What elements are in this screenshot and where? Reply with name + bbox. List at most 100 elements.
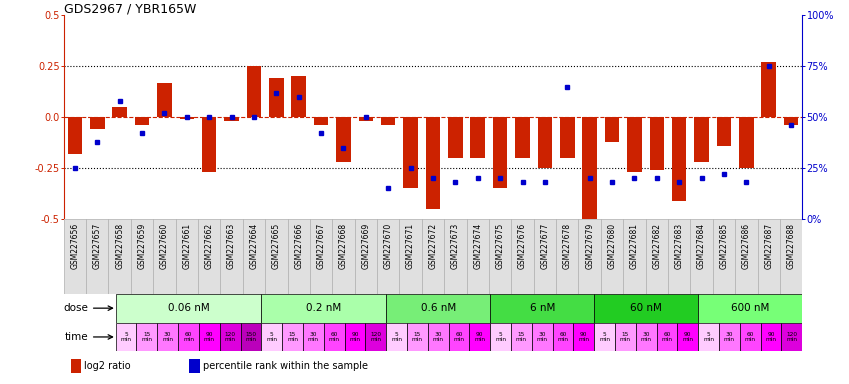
Bar [489,219,511,294]
Bar [656,323,678,351]
Bar [314,117,329,125]
Text: GSM227676: GSM227676 [518,223,527,269]
Text: 90
min: 90 min [766,332,777,342]
Text: 90
min: 90 min [475,332,486,342]
Bar [153,219,176,294]
Bar [220,323,240,351]
Bar [86,219,109,294]
Bar [578,219,601,294]
Bar [303,323,323,351]
Text: GSM227660: GSM227660 [160,223,169,269]
Text: 90
min: 90 min [350,332,361,342]
Text: percentile rank within the sample: percentile rank within the sample [203,361,368,371]
Text: 6 nM: 6 nM [530,303,555,313]
Text: GSM227663: GSM227663 [227,223,236,269]
Bar [336,117,351,162]
Text: 60
min: 60 min [558,332,569,342]
Bar [511,323,531,351]
Text: 120
min: 120 min [225,332,236,342]
Text: GSM227672: GSM227672 [429,223,437,269]
Bar [202,117,216,172]
Bar [261,323,282,351]
Bar [288,219,310,294]
Bar [355,219,377,294]
Bar [399,219,422,294]
Bar [739,323,761,351]
Text: GSM227685: GSM227685 [719,223,728,269]
Text: GSM227671: GSM227671 [406,223,415,269]
Text: 5
min: 5 min [267,332,278,342]
Text: 120
min: 120 min [786,332,797,342]
Text: GSM227666: GSM227666 [295,223,303,269]
Bar [761,323,781,351]
Bar [694,117,709,162]
Bar [649,117,664,170]
Bar [698,323,719,351]
Text: 120
min: 120 min [370,332,381,342]
Text: GSM227682: GSM227682 [652,223,661,269]
Bar [678,323,698,351]
Text: GSM227659: GSM227659 [138,223,147,269]
Bar [71,359,82,373]
Bar [735,219,757,294]
Bar [537,117,552,168]
Bar [221,219,243,294]
Text: 15
min: 15 min [142,332,153,342]
Text: time: time [65,332,88,342]
Bar [407,323,428,351]
Bar [157,323,178,351]
Text: 150
min: 150 min [245,332,256,342]
Text: GSM227680: GSM227680 [608,223,616,269]
Text: GSM227664: GSM227664 [250,223,258,269]
Bar [534,219,556,294]
Bar [444,219,467,294]
Bar [511,219,534,294]
Bar [615,323,636,351]
Bar [781,323,802,351]
Bar [719,323,739,351]
Bar [131,219,153,294]
Text: GSM227684: GSM227684 [697,223,706,269]
Bar [199,323,220,351]
Text: GSM227679: GSM227679 [585,223,594,269]
Text: 30
min: 30 min [162,332,173,342]
Text: GSM227688: GSM227688 [787,223,796,269]
Bar [573,323,594,351]
Text: GSM227662: GSM227662 [205,223,214,269]
Bar [291,76,306,117]
Text: GSM227656: GSM227656 [70,223,79,269]
Bar [698,294,802,323]
Bar [645,219,668,294]
Text: 30
min: 30 min [308,332,319,342]
Bar [64,219,86,294]
Bar [762,62,776,117]
Bar [556,219,578,294]
Bar [115,323,137,351]
Bar [179,117,194,119]
Text: 0.06 nM: 0.06 nM [167,303,210,313]
Bar [531,323,553,351]
Bar [448,117,463,158]
Text: GSM227674: GSM227674 [473,223,482,269]
Text: 30
min: 30 min [433,332,444,342]
Text: GSM227670: GSM227670 [384,223,393,269]
Bar [386,294,490,323]
Bar [282,323,303,351]
Text: 60
min: 60 min [745,332,756,342]
Text: GSM227673: GSM227673 [451,223,460,269]
Bar [381,117,396,125]
Bar [247,66,261,117]
Bar [490,294,594,323]
Bar [425,117,441,209]
Bar [403,117,418,188]
Bar [469,323,490,351]
Text: GSM227658: GSM227658 [115,223,124,269]
Bar [553,323,573,351]
Text: GDS2967 / YBR165W: GDS2967 / YBR165W [64,2,196,15]
Text: 60
min: 60 min [661,332,672,342]
Text: GSM227665: GSM227665 [272,223,281,269]
Bar [490,323,511,351]
Bar [713,219,735,294]
Text: GSM227669: GSM227669 [362,223,370,269]
Bar [137,323,157,351]
